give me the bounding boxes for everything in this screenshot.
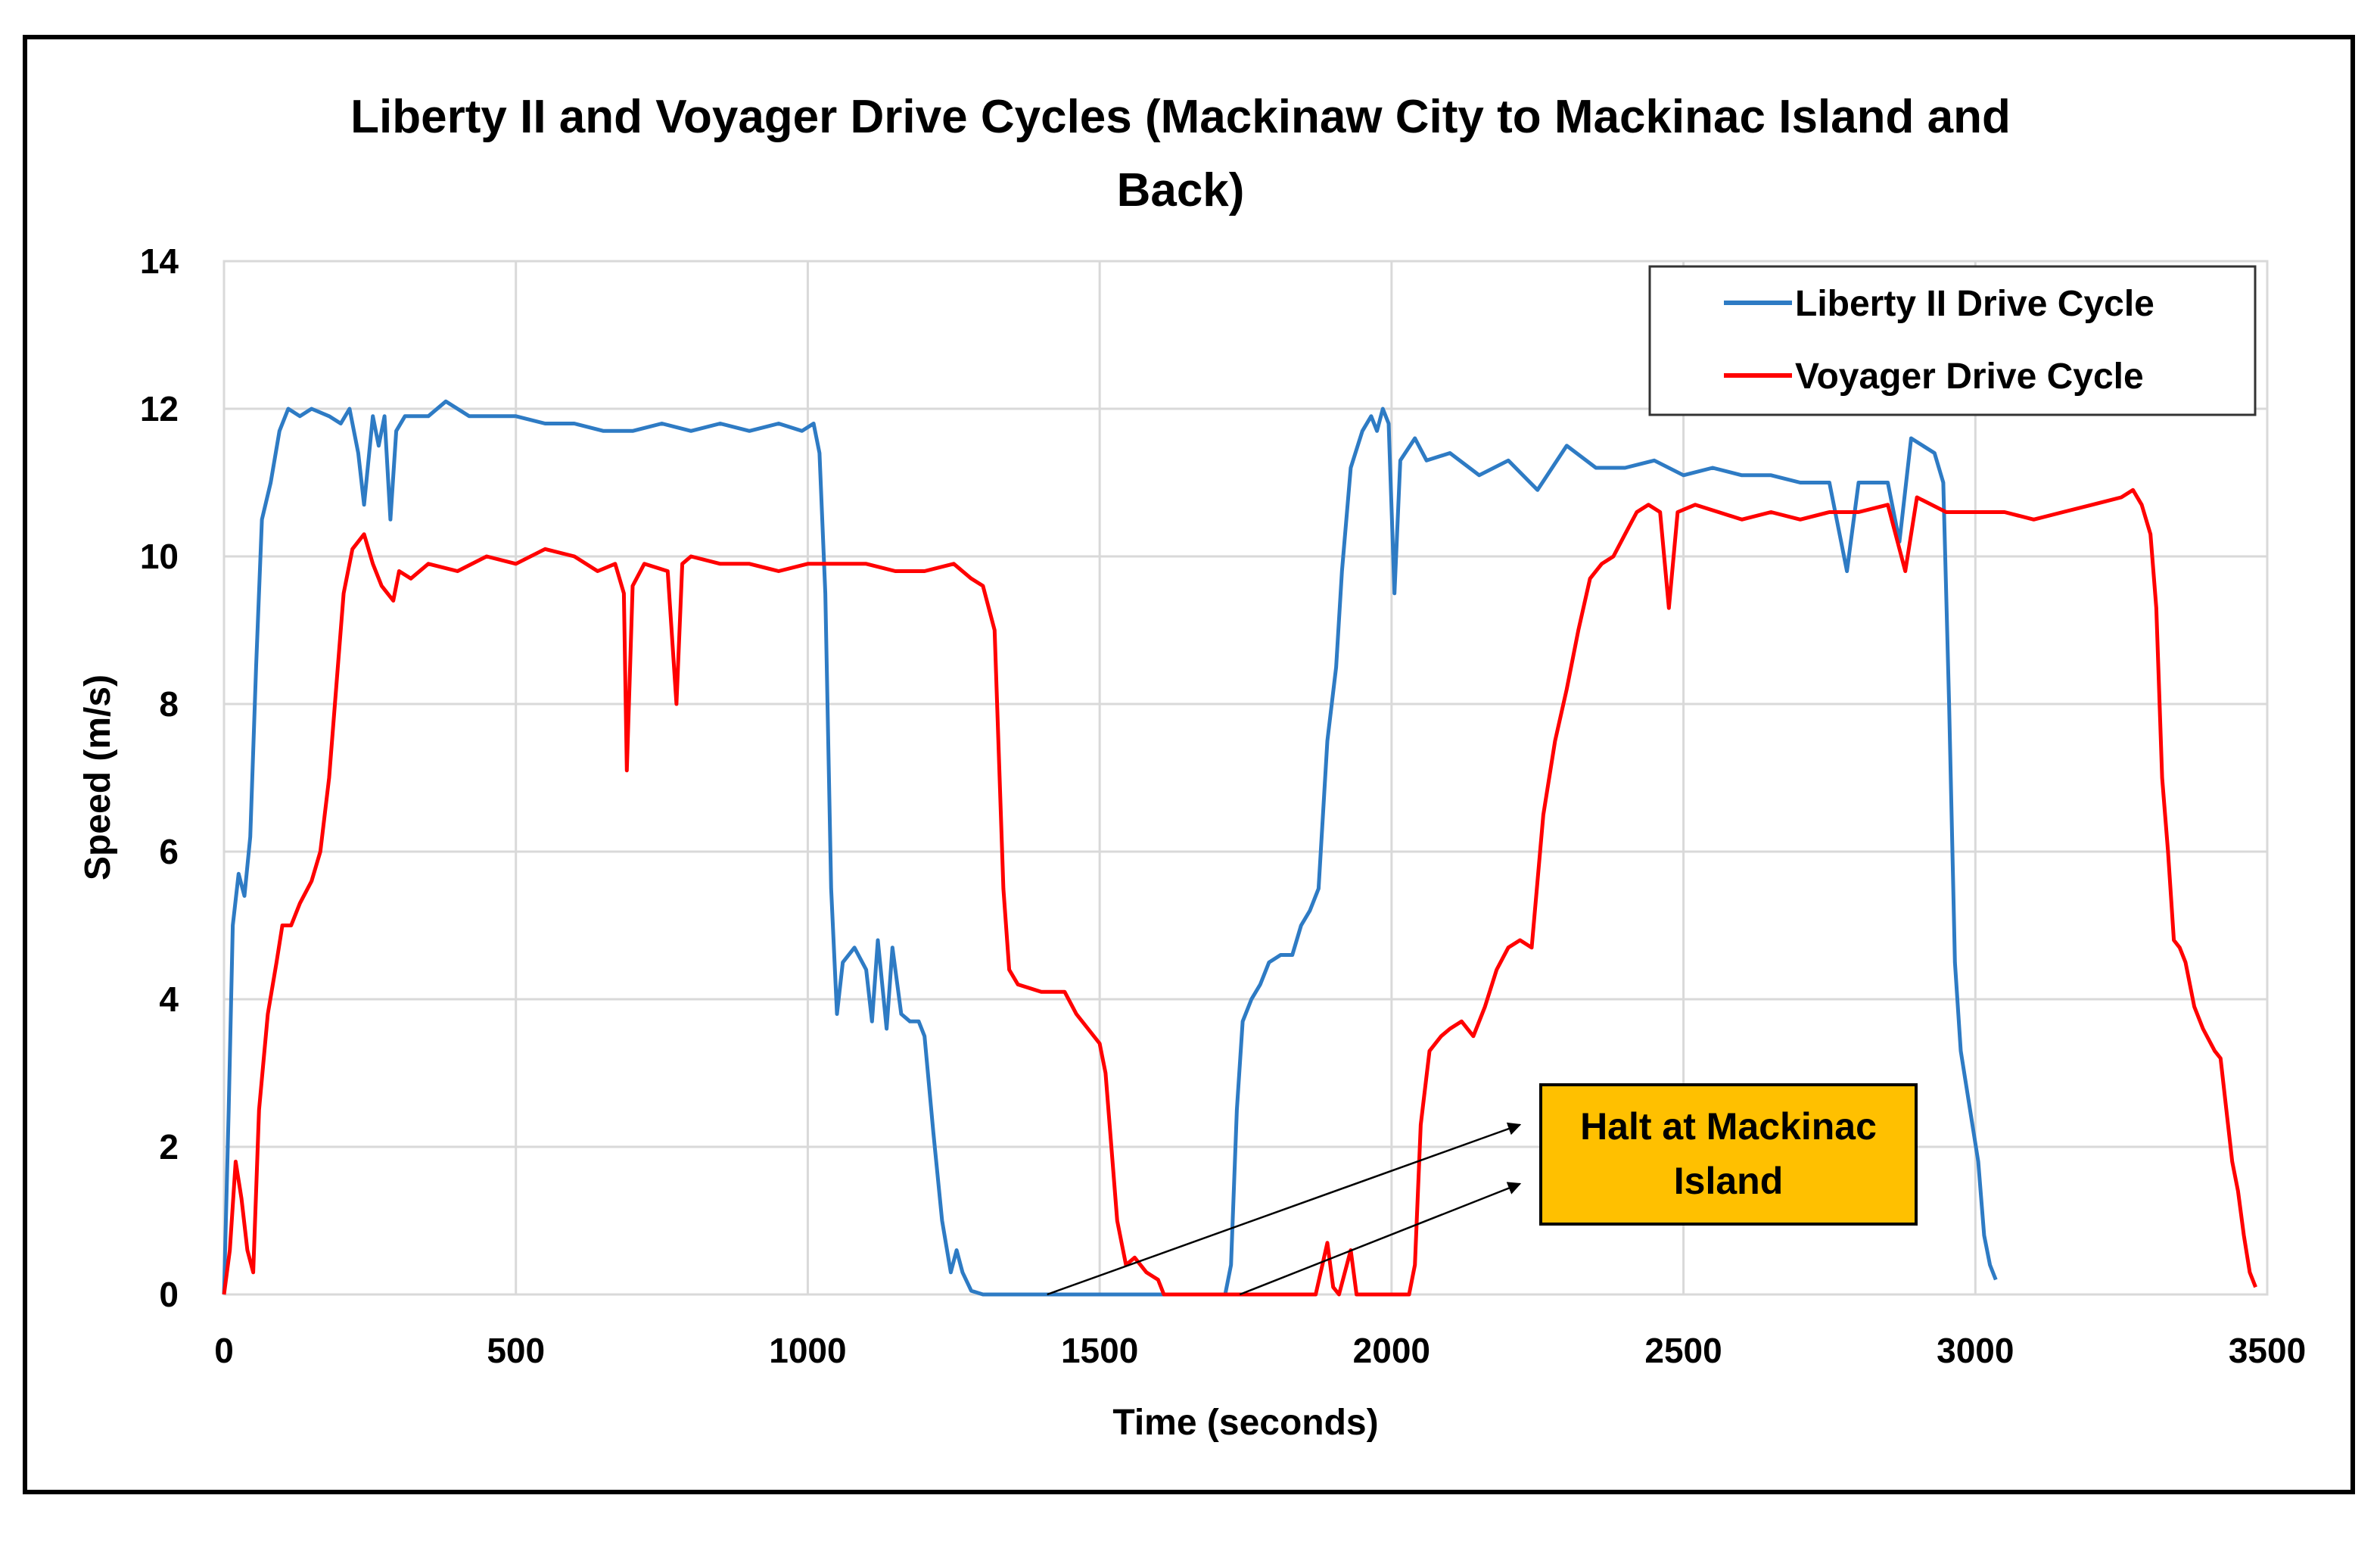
- annotation-text-line1: Halt at Mackinac: [1580, 1105, 1877, 1148]
- legend: Liberty II Drive Cycle Voyager Drive Cyc…: [1648, 265, 2257, 416]
- series-line-voyager: [222, 488, 2257, 1297]
- legend-label-voyager: Voyager Drive Cycle: [1795, 357, 2144, 397]
- chart-title-line2: Back): [1117, 164, 1245, 217]
- y-tick-label: 14: [140, 241, 179, 281]
- annotation-arrow: [1047, 1122, 1522, 1296]
- annotation-box: [1539, 1083, 1918, 1226]
- y-tick-label: 6: [159, 832, 179, 871]
- x-tick-label: 2500: [1644, 1331, 1722, 1370]
- x-tick-label: 3000: [1937, 1331, 2014, 1370]
- grid: [222, 260, 2269, 1296]
- series-layer: [222, 399, 2257, 1297]
- x-tick-label: 1500: [1061, 1331, 1138, 1370]
- x-tick-label: 1000: [769, 1331, 846, 1370]
- legend-label-liberty: Liberty II Drive Cycle: [1795, 284, 2154, 324]
- plot-area-border: [222, 260, 2269, 1296]
- x-axis-label: Time (seconds): [1112, 1403, 1378, 1443]
- x-tick-label: 500: [487, 1331, 545, 1370]
- y-tick-label: 4: [159, 980, 179, 1019]
- x-tick-label: 0: [214, 1331, 234, 1370]
- y-tick-label: 12: [140, 389, 179, 428]
- x-tick-label: 2000: [1353, 1331, 1430, 1370]
- legend-box: [1648, 265, 2257, 416]
- annotation-arrows: [1047, 1122, 1522, 1296]
- annotation-text-line2: Island: [1674, 1160, 1783, 1202]
- tick-labels: 0 500 1000 1500 2000 2500 3000 3500 0 2 4 6 8 10 12 14: [140, 241, 2306, 1370]
- y-tick-label: 0: [159, 1275, 179, 1314]
- y-tick-label: 2: [159, 1127, 179, 1167]
- y-tick-label: 8: [159, 684, 179, 724]
- x-tick-label: 3500: [2229, 1331, 2306, 1370]
- annotation-arrow: [1239, 1182, 1522, 1296]
- series-line-liberty: [222, 399, 1998, 1297]
- y-axis-label: Speed (m/s): [78, 674, 118, 880]
- annotation-halt: Halt at Mackinac Island: [1539, 1083, 1918, 1226]
- y-tick-label: 10: [140, 537, 179, 576]
- chart-title-line1: Liberty II and Voyager Drive Cycles (Mac…: [350, 91, 2011, 143]
